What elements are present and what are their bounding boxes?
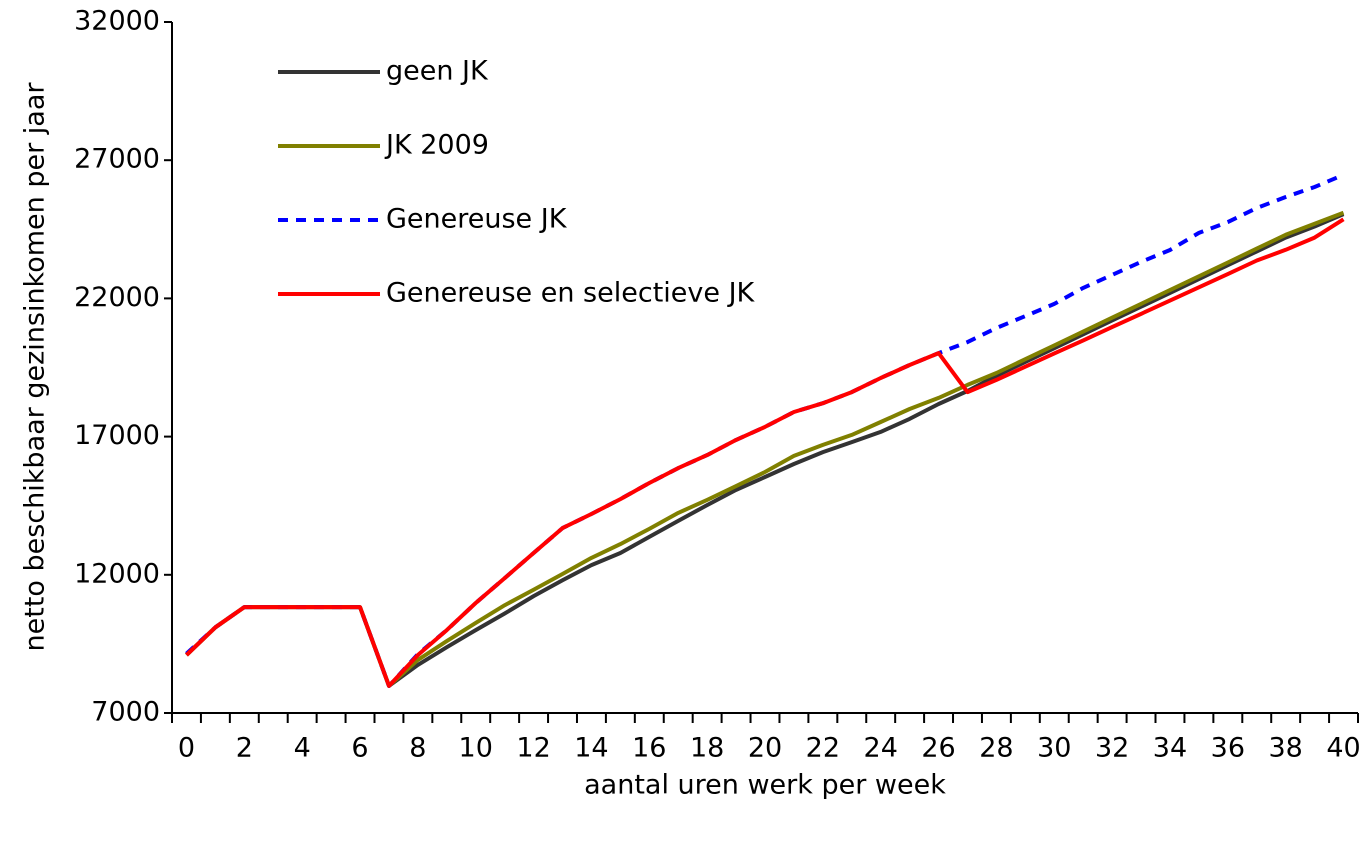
x-axis-label: aantal uren werk per week (584, 770, 946, 801)
legend-label: geen JK (386, 56, 489, 87)
series-line (185, 172, 1345, 688)
x-tick-label: 8 (409, 733, 426, 764)
x-tick-label: 2 (236, 733, 253, 764)
x-tick-label: 32 (1095, 733, 1129, 764)
series-line (185, 212, 1345, 688)
y-tick-label: 17000 (74, 420, 160, 451)
x-tick-label: 18 (690, 733, 724, 764)
y-tick-label: 7000 (91, 697, 160, 728)
y-tick-label: 12000 (74, 558, 160, 589)
x-tick-label: 20 (748, 733, 782, 764)
x-tick-label: 22 (806, 733, 840, 764)
x-tick-label: 10 (459, 733, 493, 764)
x-tick-label: 38 (1269, 733, 1303, 764)
y-tick-label: 32000 (74, 6, 160, 37)
x-tick-label: 40 (1326, 733, 1360, 764)
x-tick-label: 34 (1153, 733, 1187, 764)
x-tick-label: 30 (1037, 733, 1071, 764)
legend-label: Genereuse en selectieve JK (386, 278, 756, 309)
x-tick-label: 26 (921, 733, 955, 764)
series-line (185, 217, 1345, 688)
x-tick-label: 0 (178, 733, 195, 764)
legend-label: JK 2009 (384, 130, 489, 161)
y-tick-label: 27000 (74, 144, 160, 175)
x-tick-label: 6 (351, 733, 368, 764)
y-axis-label: netto beschikbaar gezinsinkomen per jaar (20, 82, 51, 652)
x-tick-label: 16 (632, 733, 666, 764)
x-tick-label: 12 (516, 733, 550, 764)
x-tick-label: 24 (864, 733, 898, 764)
x-tick-label: 4 (294, 733, 311, 764)
series-line (185, 210, 1345, 688)
legend-label: Genereuse JK (386, 204, 568, 235)
y-tick-label: 22000 (74, 282, 160, 313)
x-tick-label: 14 (574, 733, 608, 764)
x-tick-label: 36 (1211, 733, 1245, 764)
x-tick-label: 28 (979, 733, 1013, 764)
